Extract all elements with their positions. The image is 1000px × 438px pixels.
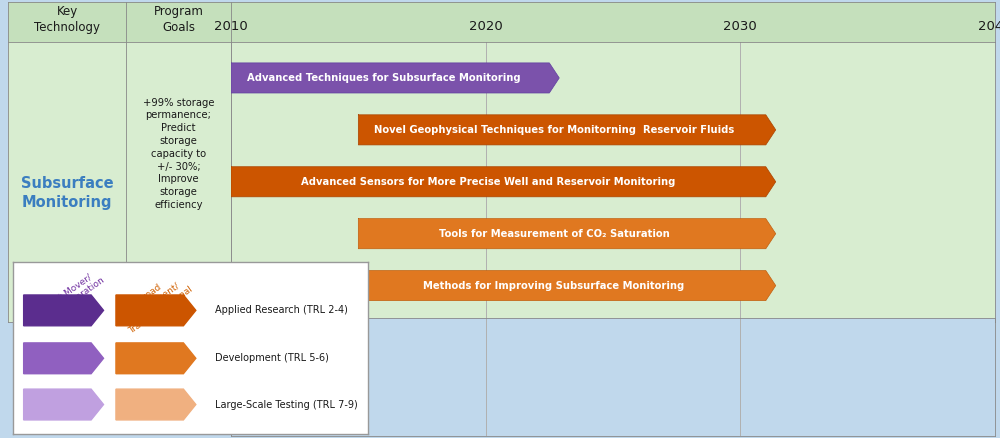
Text: Methods for Improving Subsurface Monitoring: Methods for Improving Subsurface Monitor… [423, 281, 685, 290]
Polygon shape [116, 343, 196, 374]
Polygon shape [231, 63, 559, 93]
Text: Program
Goals: Program Goals [154, 5, 203, 35]
Polygon shape [231, 167, 776, 197]
Text: Applied Research (TRL 2-4): Applied Research (TRL 2-4) [215, 305, 348, 315]
Text: Key
Technology: Key Technology [34, 5, 100, 35]
Text: Development (TRL 5-6): Development (TRL 5-6) [215, 353, 329, 363]
Polygon shape [358, 115, 776, 145]
Text: +99% storage
permanence;
Predict
storage
capacity to
+/- 30%;
Improve
storage
ef: +99% storage permanence; Predict storage… [143, 98, 214, 210]
Polygon shape [116, 389, 196, 420]
Text: Subsurface
Monitoring: Subsurface Monitoring [21, 176, 113, 210]
Polygon shape [24, 343, 104, 374]
Text: 2020: 2020 [469, 20, 503, 33]
Polygon shape [24, 295, 104, 326]
Text: Advanced Sensors for More Precise Well and Reservoir Monitoring: Advanced Sensors for More Precise Well a… [301, 177, 675, 187]
Text: Novel Geophysical Techniques for Monitorning  Reservoir Fluids: Novel Geophysical Techniques for Monitor… [374, 125, 734, 135]
Polygon shape [358, 271, 776, 300]
Text: Tools for Measurement of CO₂ Saturation: Tools for Measurement of CO₂ Saturation [439, 229, 669, 239]
Text: 2010: 2010 [214, 20, 248, 33]
Polygon shape [24, 389, 104, 420]
Text: Advanced Techniques for Subsurface Monitoring: Advanced Techniques for Subsurface Monit… [247, 73, 521, 83]
Text: 2030: 2030 [723, 20, 757, 33]
Polygon shape [116, 295, 196, 326]
Text: Large-Scale Testing (TRL 7-9): Large-Scale Testing (TRL 7-9) [215, 399, 358, 410]
Text: 2040: 2040 [978, 20, 1000, 33]
Polygon shape [358, 219, 776, 249]
Text: Broad
Deployment/
Transformational: Broad Deployment/ Transformational [115, 268, 195, 336]
Text: First Mover/
2nd Generation: First Mover/ 2nd Generation [37, 268, 106, 324]
